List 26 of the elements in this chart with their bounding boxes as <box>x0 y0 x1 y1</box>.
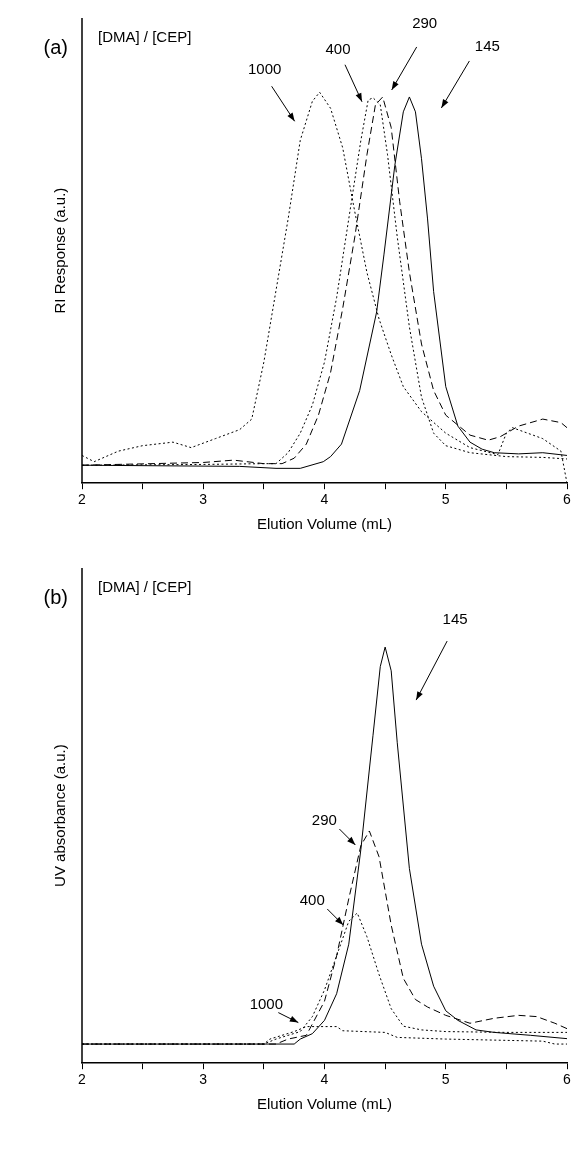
chart-title: (b) <box>43 585 68 608</box>
x-tick-label: 3 <box>199 1071 208 1088</box>
text: 145 <box>474 37 500 55</box>
text: 290 <box>412 14 438 32</box>
x-tick-label: 6 <box>563 491 572 508</box>
x-axis-title: Elution Volume (mL) <box>256 515 393 533</box>
y-axis-title: UV absorbance (a.u.) <box>51 744 69 887</box>
x-tick-label: 4 <box>320 1071 329 1088</box>
x-axis-title: Elution Volume (mL) <box>256 1095 393 1113</box>
series-label: 400 <box>299 891 325 909</box>
text: [DMA] / [CEP] <box>98 28 192 46</box>
x-tick-label: 3 <box>199 491 208 508</box>
series-label: 290 <box>311 811 337 829</box>
text: 145 <box>442 610 468 628</box>
x-tick-label: 6 <box>563 1071 572 1088</box>
x-tick-label: 5 <box>441 491 450 508</box>
y-axis-title: RI Response (a.u.) <box>51 187 69 314</box>
text: 1000 <box>247 60 282 78</box>
text: 400 <box>325 39 351 57</box>
chart-title: (a) <box>43 35 68 58</box>
series-label: 1000 <box>249 994 283 1012</box>
x-tick-label: 2 <box>78 1071 87 1088</box>
x-tick-label: 2 <box>78 491 87 508</box>
text: [DMA] / [CEP] <box>98 578 192 596</box>
x-tick-label: 5 <box>441 1071 450 1088</box>
x-tick-label: 4 <box>320 491 329 508</box>
